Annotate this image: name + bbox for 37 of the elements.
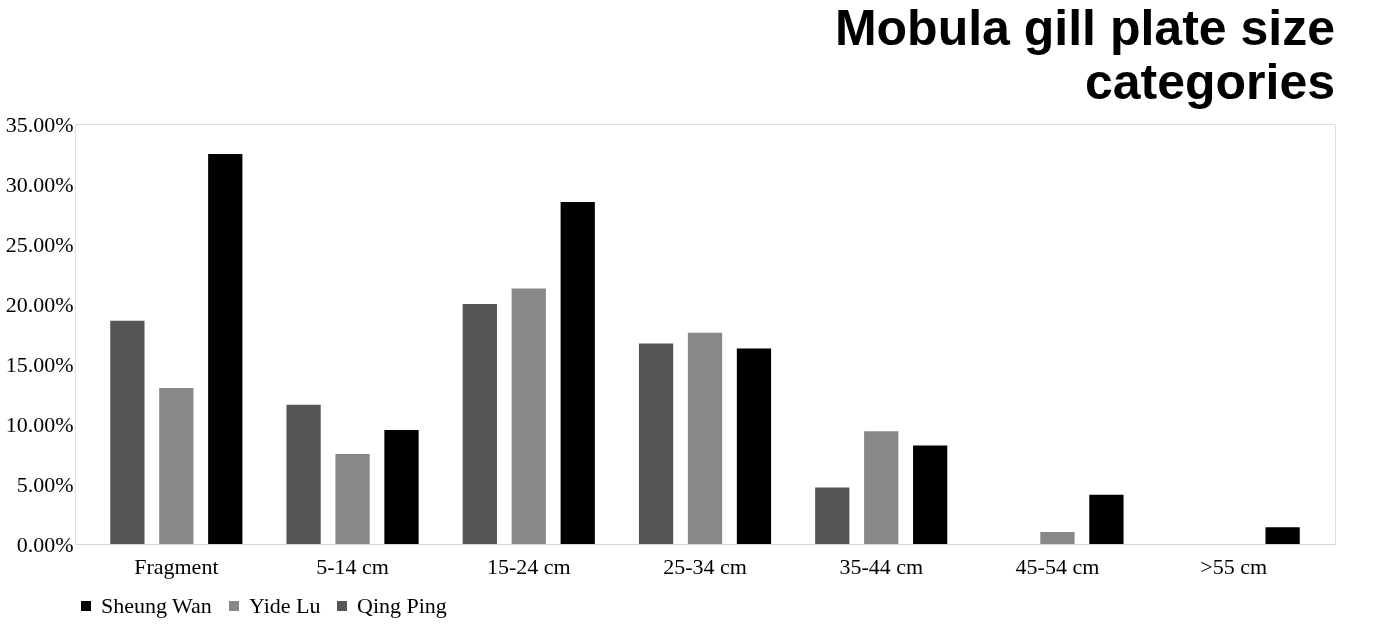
- y-tick-label: 35.00%: [5, 111, 74, 137]
- y-tick-label: 15.00%: [5, 351, 74, 377]
- bar: [462, 304, 497, 544]
- x-tick-label: 15-24 cm: [486, 553, 571, 579]
- legend-label: Yide Lu: [249, 593, 321, 618]
- bar: [736, 348, 772, 544]
- y-tick-label: 20.00%: [5, 291, 74, 317]
- x-tick-label: 25-34 cm: [663, 553, 747, 579]
- bar: [208, 154, 243, 544]
- y-tick-label: 5.00%: [16, 471, 74, 497]
- bar: [1265, 527, 1300, 544]
- bar: [110, 320, 145, 544]
- x-tick-label: >55 cm: [1200, 553, 1268, 579]
- bar: [815, 487, 850, 544]
- bar: [286, 404, 321, 544]
- chart-title: Mobula gill plate size categories: [834, 0, 1335, 110]
- y-tick-label: 0.00%: [16, 531, 74, 557]
- bar: [335, 454, 370, 544]
- bar: [560, 202, 595, 544]
- bar: [159, 388, 194, 544]
- legend-label: Sheung Wan: [101, 593, 212, 618]
- bar: [1040, 532, 1075, 544]
- bar: [864, 431, 899, 544]
- y-tick-label: 30.00%: [5, 171, 74, 197]
- legend-label: Qing Ping: [357, 593, 447, 618]
- y-tick-label: 25.00%: [5, 231, 74, 257]
- y-tick-label: 10.00%: [5, 411, 74, 437]
- bar: [687, 332, 723, 544]
- x-tick-label: Fragment: [134, 553, 219, 579]
- bar: [1089, 494, 1124, 544]
- x-tick-label: 35-44 cm: [839, 553, 924, 579]
- bar: [384, 430, 419, 544]
- bar: [638, 343, 674, 544]
- bar: [511, 288, 546, 544]
- bar: [913, 445, 948, 544]
- x-tick-label: 5-14 cm: [316, 553, 389, 579]
- x-tick-label: 45-54 cm: [1015, 553, 1100, 579]
